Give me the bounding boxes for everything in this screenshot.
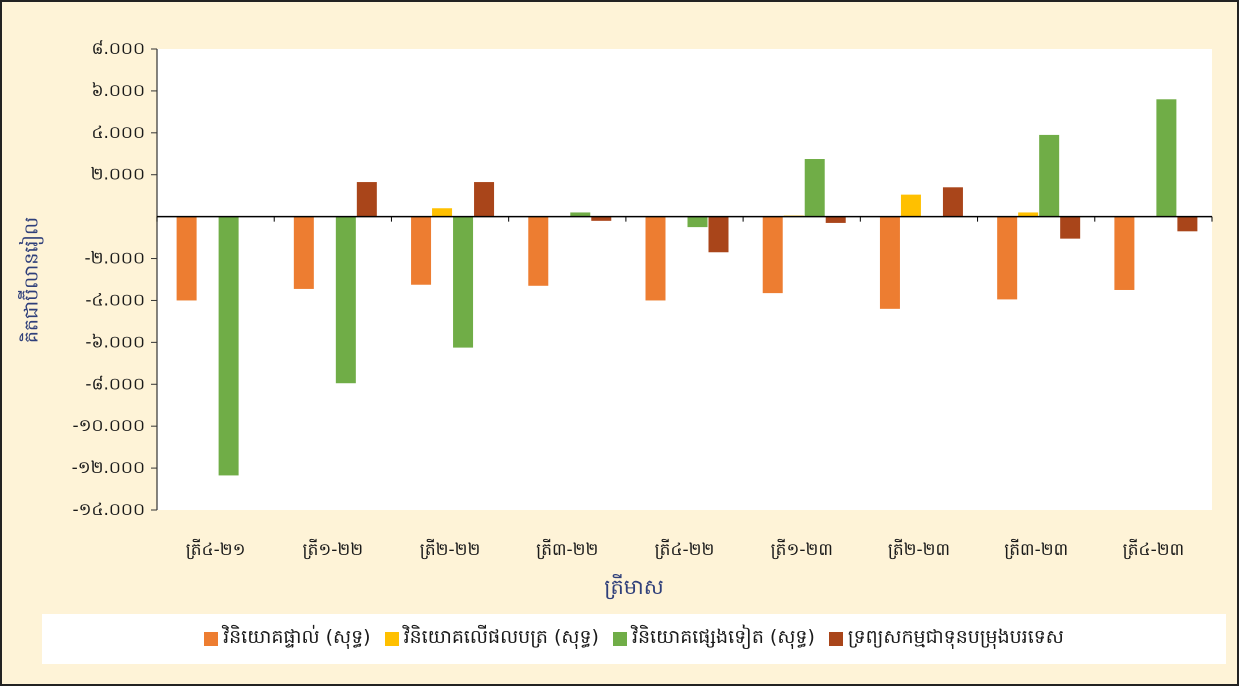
- x-tick-label: ត្រី២-២២: [420, 538, 481, 560]
- x-tick-label: ត្រី៣-២៣: [1004, 538, 1068, 560]
- bar: [645, 216, 666, 301]
- y-axis-label: គិតជាប៊ីលានរៀល: [18, 217, 45, 343]
- y-tick-label: -១៤.០០០: [72, 500, 145, 520]
- bar: [432, 208, 453, 217]
- bar: [762, 216, 783, 294]
- bar: [687, 216, 708, 228]
- bar: [1060, 216, 1081, 239]
- legend-item: វិនិយោគលើផលបត្រ (សុទ្ធ): [384, 625, 599, 653]
- legend-swatch: [828, 632, 843, 646]
- bar: [356, 182, 377, 217]
- bar: [218, 216, 239, 476]
- bar: [1039, 134, 1060, 217]
- bar: [804, 159, 825, 217]
- legend: វិនិយោគផ្ទាល់ (សុទ្ធ) វិនិយោគលើផលបត្រ (សុ…: [42, 614, 1226, 664]
- legend-swatch: [612, 632, 627, 646]
- x-tick-label: ត្រី៤-២៣: [1123, 538, 1184, 560]
- bar: [411, 216, 432, 285]
- y-tick-label: ៤.០០០: [91, 123, 145, 143]
- x-tick-label: ត្រី១-២៣: [771, 538, 833, 560]
- y-tick-label: -១០.០០០: [72, 416, 145, 436]
- x-tick-label: ត្រី២-២៣: [888, 538, 950, 560]
- bar: [1156, 99, 1177, 217]
- legend-item: វិនិយោគផ្ទាល់ (សុទ្ធ): [204, 625, 371, 653]
- bar: [1177, 216, 1198, 232]
- y-tick-label: -១២.០០០: [72, 458, 145, 478]
- x-tick-label: ត្រី៤-២១: [186, 538, 246, 560]
- y-tick-label: -៦.០០០: [85, 332, 145, 352]
- x-tick-label: ត្រី៤-២២: [655, 538, 715, 560]
- bar: [453, 216, 474, 348]
- y-tick-label: ៦.០០០: [91, 81, 145, 101]
- legend-swatch: [384, 632, 399, 646]
- y-tick-label: ៨.០០០: [91, 39, 145, 59]
- y-tick-label: -២.០០០: [84, 249, 145, 269]
- bar: [879, 216, 900, 309]
- bar: [474, 182, 495, 217]
- legend-label: វិនិយោគផ្ទាល់ (សុទ្ធ): [223, 626, 371, 648]
- legend-item: វិនិយោគផ្សេងទៀត (សុទ្ធ): [612, 625, 815, 653]
- x-tick-label: ត្រី១-២២: [303, 538, 364, 560]
- plot-area: [157, 49, 1212, 510]
- bar: [570, 212, 591, 217]
- legend-label: វិនិយោគផ្សេងទៀត (សុទ្ធ): [631, 626, 815, 648]
- y-tick-label: -៨.០០០: [85, 374, 145, 394]
- bar: [528, 216, 549, 286]
- bar: [825, 216, 846, 223]
- y-tick-label: ២.០០០: [91, 165, 145, 185]
- legend-swatch: [204, 632, 219, 646]
- bar: [1018, 212, 1039, 217]
- legend-label: ទ្រព្យសកម្មជាទុនបម្រុងបរទេស: [847, 626, 1064, 648]
- bar: [176, 216, 197, 301]
- bar: [900, 194, 921, 217]
- legend-item: ទ្រព្យសកម្មជាទុនបម្រុងបរទេស: [828, 625, 1064, 653]
- bar: [708, 216, 729, 253]
- x-axis-label: ត្រីមាស: [604, 574, 664, 600]
- x-tick-label: ត្រី៣-២២: [536, 538, 598, 560]
- bar: [591, 216, 612, 221]
- bar: [293, 216, 314, 289]
- bar: [1114, 216, 1135, 290]
- legend-label: វិនិយោគលើផលបត្រ (សុទ្ធ): [403, 626, 599, 648]
- bar: [335, 216, 356, 384]
- bar: [997, 216, 1018, 300]
- bar: [942, 187, 963, 217]
- y-tick-label: -៤.០០០: [85, 290, 145, 310]
